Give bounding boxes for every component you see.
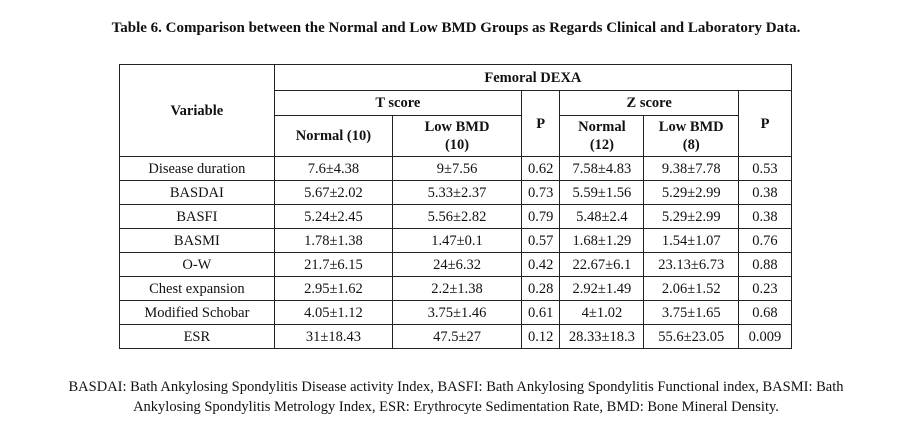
table-row: Disease duration 7.6±4.38 9±7.56 0.62 7.… [119,156,793,181]
cell-z-normal: 7.58±4.83 [559,156,645,181]
cell-t-low: 2.2±1.38 [392,276,522,301]
table-row: BASMI 1.78±1.38 1.47±0.1 0.57 1.68±1.29 … [119,228,793,253]
cell-t-low: 5.56±2.82 [392,204,522,229]
cell-t-low: 1.47±0.1 [392,228,522,253]
cell-t-normal: 1.78±1.38 [273,228,394,253]
header-z-low: Low BMD (8) [643,115,739,157]
header-z-score: Z score [559,90,739,116]
cell-variable: O-W [119,252,275,277]
cell-z-low: 3.75±1.65 [643,300,739,325]
cell-t-p: 0.28 [520,276,561,301]
comparison-table: Variable Femoral DEXA T score P Z score … [119,64,793,349]
cell-variable: ESR [119,324,275,349]
header-z-normal: Normal (12) [559,115,645,157]
cell-t-p: 0.61 [520,300,561,325]
cell-z-low: 55.6±23.05 [643,324,739,349]
cell-t-normal: 5.67±2.02 [273,180,394,205]
header-z-low-line1: Low BMD [658,119,724,135]
header-t-low-line1: Low BMD [424,119,490,135]
header-z-p: P [737,90,793,157]
header-femoral-dexa: Femoral DEXA [273,64,793,91]
table-caption: Table 6. Comparison between the Normal a… [111,20,801,36]
header-z-normal-line1: Normal [578,119,626,135]
cell-z-p: 0.009 [737,324,793,349]
cell-z-low: 1.54±1.07 [643,228,739,253]
cell-variable: BASDAI [119,180,275,205]
cell-z-low: 5.29±2.99 [643,204,739,229]
table-row: O-W 21.7±6.15 24±6.32 0.42 22.67±6.1 23.… [119,252,793,277]
cell-t-normal: 7.6±4.38 [273,156,394,181]
footnote-line1: BASDAI: Bath Ankylosing Spondylitis Dise… [68,379,844,395]
cell-variable: BASMI [119,228,275,253]
cell-z-p: 0.88 [737,252,793,277]
cell-z-p: 0.23 [737,276,793,301]
cell-t-p: 0.79 [520,204,561,229]
cell-variable: Chest expansion [119,276,275,301]
cell-t-low: 47.5±27 [392,324,522,349]
cell-z-p: 0.53 [737,156,793,181]
cell-t-low: 9±7.56 [392,156,522,181]
table-footnote: BASDAI: Bath Ankylosing Spondylitis Dise… [20,377,892,417]
cell-t-p: 0.57 [520,228,561,253]
header-t-score: T score [273,90,522,116]
cell-t-normal: 5.24±2.45 [273,204,394,229]
footnote-line2: Ankylosing Spondylitis Metrology Index, … [133,399,779,415]
cell-z-low: 9.38±7.78 [643,156,739,181]
cell-t-low: 5.33±2.37 [392,180,522,205]
cell-z-p: 0.38 [737,204,793,229]
cell-z-p: 0.76 [737,228,793,253]
cell-t-low: 24±6.32 [392,252,522,277]
header-t-low: Low BMD (10) [392,115,522,157]
cell-variable: Modified Schobar [119,300,275,325]
cell-t-p: 0.73 [520,180,561,205]
cell-z-low: 5.29±2.99 [643,180,739,205]
cell-z-normal: 1.68±1.29 [559,228,645,253]
cell-t-p: 0.62 [520,156,561,181]
cell-z-normal: 5.48±2.4 [559,204,645,229]
header-variable: Variable [119,64,275,157]
cell-z-normal: 2.92±1.49 [559,276,645,301]
header-t-normal: Normal (10) [273,115,394,157]
cell-z-low: 2.06±1.52 [643,276,739,301]
header-z-low-line2: (8) [682,137,700,153]
cell-z-normal: 5.59±1.56 [559,180,645,205]
cell-z-p: 0.68 [737,300,793,325]
table-row: BASDAI 5.67±2.02 5.33±2.37 0.73 5.59±1.5… [119,180,793,205]
cell-t-normal: 21.7±6.15 [273,252,394,277]
table-row: Chest expansion 2.95±1.62 2.2±1.38 0.28 … [119,276,793,301]
cell-z-normal: 28.33±18.3 [559,324,645,349]
cell-t-normal: 4.05±1.12 [273,300,394,325]
cell-variable: Disease duration [119,156,275,181]
cell-t-low: 3.75±1.46 [392,300,522,325]
header-t-low-line2: (10) [444,137,470,153]
cell-z-low: 23.13±6.73 [643,252,739,277]
cell-z-normal: 4±1.02 [559,300,645,325]
table-row: Modified Schobar 4.05±1.12 3.75±1.46 0.6… [119,300,793,325]
cell-t-normal: 2.95±1.62 [273,276,394,301]
cell-variable: BASFI [119,204,275,229]
header-z-normal-line2: (12) [589,137,614,153]
cell-t-p: 0.42 [520,252,561,277]
cell-z-p: 0.38 [737,180,793,205]
cell-z-normal: 22.67±6.1 [559,252,645,277]
table-row: BASFI 5.24±2.45 5.56±2.82 0.79 5.48±2.4 … [119,204,793,229]
cell-t-normal: 31±18.43 [273,324,394,349]
header-t-p: P [520,90,561,157]
table-row: ESR 31±18.43 47.5±27 0.12 28.33±18.3 55.… [119,324,793,349]
cell-t-p: 0.12 [520,324,561,349]
